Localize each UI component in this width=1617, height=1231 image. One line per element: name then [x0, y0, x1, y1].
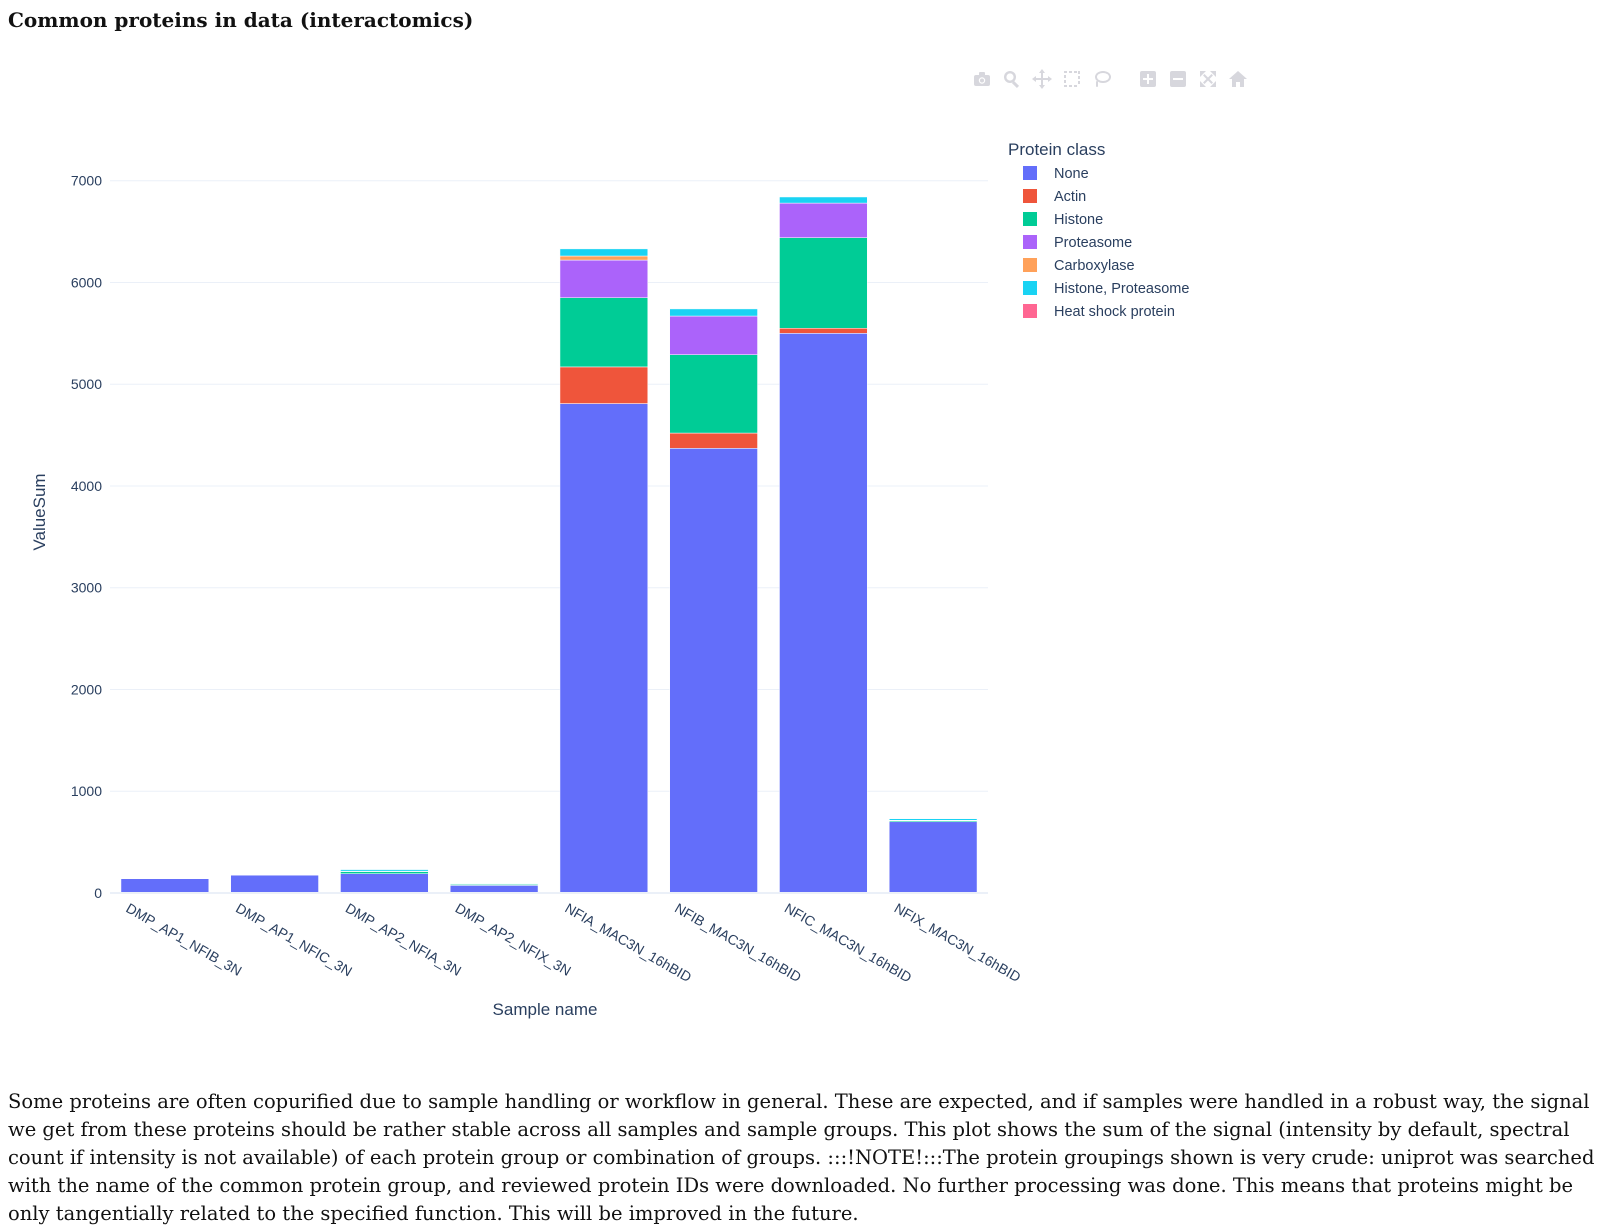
legend-item-label[interactable]: Histone, Proteasome: [1054, 281, 1189, 297]
bar-segment-histone-proteasome[interactable]: [888, 818, 978, 821]
bar-segment-none[interactable]: [669, 448, 758, 894]
zoom-icon[interactable]: [1000, 67, 1024, 91]
y-tick-label: 4000: [71, 478, 102, 494]
camera-icon[interactable]: [970, 67, 994, 91]
legend-swatch: [1023, 166, 1037, 180]
reset-axes-icon[interactable]: [1226, 67, 1250, 91]
bar-segment-histone-proteasome[interactable]: [669, 308, 758, 317]
legend-item-label[interactable]: Carboxylase: [1054, 258, 1135, 274]
y-tick-label: 5000: [71, 376, 102, 392]
bar-segment-proteasome[interactable]: [779, 202, 868, 238]
x-tick-label: DMP_AP2_NFIX_3N: [453, 900, 574, 979]
y-tick-label: 1000: [71, 783, 102, 799]
x-axis-ticks: DMP_AP1_NFIB_3NDMP_AP1_NFIC_3NDMP_AP2_NF…: [123, 900, 1023, 986]
legend-item-label[interactable]: Actin: [1054, 189, 1086, 205]
zoom-in-icon[interactable]: [1136, 67, 1160, 91]
bar-segment-carboxylase[interactable]: [559, 255, 649, 261]
bar-segment-proteasome[interactable]: [559, 259, 649, 298]
bar-segment-none[interactable]: [888, 821, 978, 894]
y-tick-label: 3000: [71, 580, 102, 596]
x-axis-title: Sample name: [493, 1000, 598, 1019]
x-tick-label: DMP_AP1_NFIC_3N: [233, 900, 355, 980]
y-axis-title: ValueSum: [30, 473, 49, 550]
bar-segment-actin[interactable]: [559, 366, 649, 404]
stacked-bar-chart: 0 1000 2000 3000 4000 5000 6000 7000 DMP_AP1_NF…: [30, 140, 1189, 1019]
zoom-out-icon[interactable]: [1166, 67, 1190, 91]
bar-segment-none[interactable]: [230, 874, 319, 894]
section-description: Some proteins are often copurified due t…: [8, 1090, 1595, 1225]
autoscale-icon[interactable]: [1196, 67, 1220, 91]
bar-segment-histone[interactable]: [669, 354, 758, 434]
y-tick-label: 2000: [71, 681, 102, 697]
bar-segment-none[interactable]: [559, 403, 649, 894]
bar-segment-actin[interactable]: [669, 432, 758, 449]
y-tick-label: 0: [94, 885, 102, 901]
box-select-icon[interactable]: [1060, 67, 1084, 91]
bar-segment-none[interactable]: [449, 885, 539, 894]
bar-segment-histone-proteasome[interactable]: [559, 248, 649, 257]
bar-segment-actin[interactable]: [779, 328, 868, 334]
x-tick-label: DMP_AP1_NFIB_3N: [123, 900, 244, 979]
bar-segment-proteasome[interactable]: [669, 315, 758, 355]
legend: Protein class None Actin Histone Proteasome…: [1008, 140, 1189, 320]
legend-swatch: [1023, 281, 1037, 295]
y-tick-label: 7000: [71, 173, 102, 189]
legend-item-label[interactable]: Proteasome: [1054, 235, 1132, 251]
y-axis-ticks: 0 1000 2000 3000 4000 5000 6000 7000: [71, 173, 102, 901]
legend-swatch: [1023, 258, 1037, 272]
bar-segment-histone[interactable]: [779, 237, 868, 329]
bar-segment-histone-proteasome[interactable]: [340, 869, 429, 872]
bar-segment-histone[interactable]: [559, 297, 649, 368]
lasso-select-icon[interactable]: [1090, 67, 1114, 91]
x-tick-label: DMP_AP2_NFIA_3N: [343, 900, 464, 979]
legend-item-label[interactable]: Histone: [1054, 212, 1103, 228]
y-tick-label: 6000: [71, 274, 102, 290]
bar-segment-none[interactable]: [779, 333, 868, 894]
bar-segment-none[interactable]: [120, 878, 210, 894]
bars: [120, 196, 978, 894]
bar-segment-histone-proteasome[interactable]: [449, 883, 539, 885]
bar-segment-histone-proteasome[interactable]: [779, 196, 868, 204]
bar-segment-none[interactable]: [340, 873, 429, 894]
section-title: Common proteins in data (interactomics): [8, 8, 474, 32]
chart-modebar: [970, 66, 1250, 92]
legend-swatch: [1023, 304, 1037, 318]
legend-swatch: [1023, 212, 1037, 226]
legend-item-label[interactable]: None: [1054, 166, 1089, 182]
legend-title: Protein class: [1008, 140, 1105, 159]
legend-item-label[interactable]: Heat shock protein: [1054, 304, 1175, 320]
pan-icon[interactable]: [1030, 67, 1054, 91]
legend-swatch: [1023, 189, 1037, 203]
legend-swatch: [1023, 235, 1037, 249]
bar-segment-histone[interactable]: [340, 871, 429, 874]
